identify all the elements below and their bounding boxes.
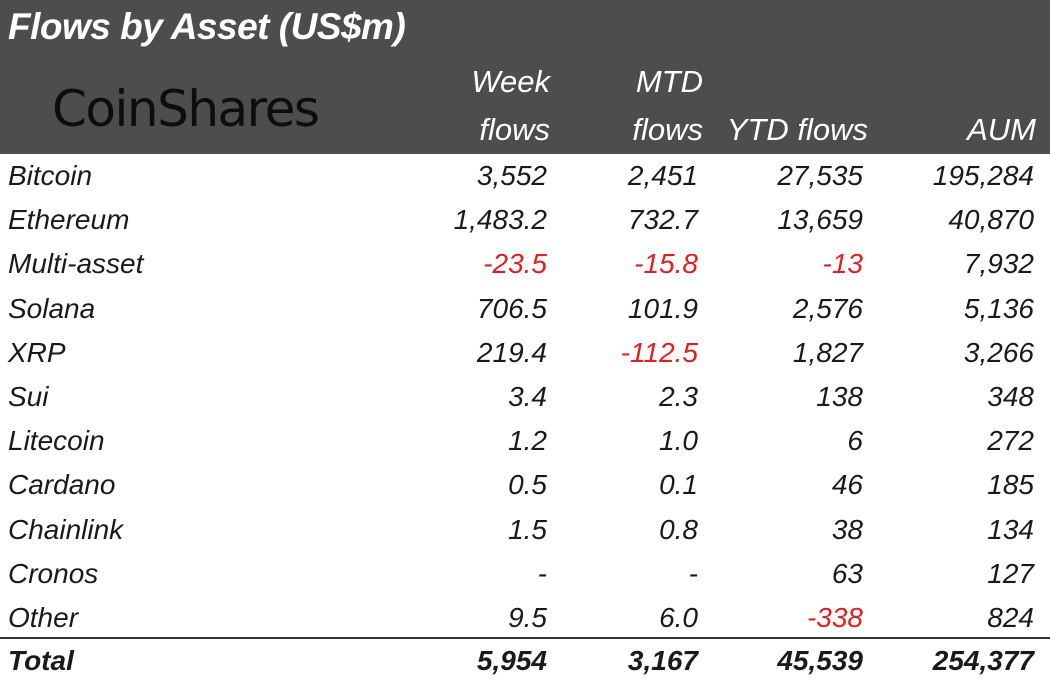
coinshares-logo: CoinShares <box>52 80 320 138</box>
ytd-flows: 1,827 <box>792 336 863 368</box>
col-week-line2: flows <box>479 112 550 147</box>
col-mtd-line1: MTD <box>635 64 703 99</box>
table-row: Litecoin 1.2 1.0 6 272 <box>0 419 1050 463</box>
ytd-flows: 46 <box>831 469 863 501</box>
aum-value: 3,266 <box>963 336 1034 368</box>
mtd-flows: 2.3 <box>659 380 698 412</box>
table-header: Flows by Asset (US$m) CoinShares Week fl… <box>0 0 1050 154</box>
asset-name: Multi-asset <box>8 248 144 280</box>
table-row: Ethereum 1,483.2 732.7 13,659 40,870 <box>0 198 1050 242</box>
aum-value: 127 <box>987 557 1034 589</box>
ytd-flows: 138 <box>816 380 863 412</box>
table-row: Cronos - - 63 127 <box>0 552 1050 596</box>
total-week: 5,954 <box>476 645 547 676</box>
table-row: XRP 219.4 -112.5 1,827 3,266 <box>0 331 1050 375</box>
week-flows: 1,483.2 <box>453 204 547 236</box>
table-row: Solana 706.5 101.9 2,576 5,136 <box>0 287 1050 331</box>
ytd-flows: 27,535 <box>777 160 863 191</box>
total-ytd: 45,539 <box>777 645 863 676</box>
table-title: Flows by Asset (US$m) <box>8 6 406 47</box>
mtd-flows: 101.9 <box>627 292 698 324</box>
ytd-flows: 6 <box>847 425 863 457</box>
aum-value: 40,870 <box>948 204 1034 236</box>
aum-value: 348 <box>987 380 1034 412</box>
week-flows: -23.5 <box>483 248 547 280</box>
ytd-flows: 38 <box>831 513 863 545</box>
col-ytd: YTD flows <box>726 112 868 147</box>
asset-name: Cronos <box>8 557 99 589</box>
mtd-flows: - <box>688 557 698 589</box>
mtd-flows: 0.1 <box>659 469 698 501</box>
asset-name: Ethereum <box>8 204 130 236</box>
week-flows: 0.5 <box>508 469 547 501</box>
week-flows: 3.4 <box>508 380 547 412</box>
aum-value: 7,932 <box>963 248 1034 280</box>
mtd-flows: 6.0 <box>659 601 698 633</box>
week-flows: 1.5 <box>508 513 547 545</box>
mtd-flows: 0.8 <box>659 513 698 545</box>
week-flows: 219.4 <box>476 336 547 368</box>
asset-name: Solana <box>8 292 96 324</box>
week-flows: 9.5 <box>508 601 547 633</box>
ytd-flows: -338 <box>806 601 863 633</box>
week-flows: 706.5 <box>476 292 547 324</box>
week-flows: - <box>537 557 547 589</box>
asset-name: Litecoin <box>8 425 105 457</box>
total-aum: 254,377 <box>932 645 1034 676</box>
aum-value: 272 <box>987 425 1034 457</box>
col-aum: AUM <box>967 112 1036 147</box>
ytd-flows: -13 <box>822 248 863 280</box>
ytd-flows: 2,576 <box>792 292 863 324</box>
mtd-flows: -15.8 <box>634 248 698 280</box>
ytd-flows: 63 <box>831 557 863 589</box>
table-row: Other 9.5 6.0 -338 824 <box>0 596 1050 640</box>
total-divider <box>0 637 1050 639</box>
col-week-line1: Week <box>471 64 550 99</box>
asset-name: Bitcoin <box>8 160 93 191</box>
asset-name: Other <box>8 601 79 633</box>
table-row: Bitcoin 3,552 2,451 27,535 195,284 <box>0 154 1050 198</box>
aum-value: 134 <box>987 513 1034 545</box>
week-flows: 3,552 <box>476 160 547 191</box>
col-mtd-line2: flows <box>632 112 703 147</box>
aum-value: 195,284 <box>932 160 1034 191</box>
mtd-flows: -112.5 <box>620 336 698 368</box>
aum-value: 824 <box>987 601 1034 633</box>
asset-name: XRP <box>8 336 66 368</box>
table-row: Cardano 0.5 0.1 46 185 <box>0 463 1050 507</box>
table-row: Sui 3.4 2.3 138 348 <box>0 375 1050 419</box>
mtd-flows: 732.7 <box>627 204 698 236</box>
total-mtd: 3,167 <box>627 645 698 676</box>
asset-name: Cardano <box>8 469 116 501</box>
aum-value: 185 <box>987 469 1034 501</box>
week-flows: 1.2 <box>508 425 547 457</box>
mtd-flows: 2,451 <box>627 160 698 191</box>
mtd-flows: 1.0 <box>659 425 698 457</box>
asset-name: Sui <box>8 380 49 412</box>
total-label: Total <box>8 645 74 676</box>
total-row: Total 5,954 3,167 45,539 254,377 <box>0 639 1050 683</box>
table-row: Multi-asset -23.5 -15.8 -13 7,932 <box>0 242 1050 286</box>
table-row: Chainlink 1.5 0.8 38 134 <box>0 508 1050 552</box>
aum-value: 5,136 <box>963 292 1034 324</box>
asset-name: Chainlink <box>8 513 124 545</box>
table-body: Bitcoin 3,552 2,451 27,535 195,284 Ethereum 1,… <box>0 154 1050 640</box>
ytd-flows: 13,659 <box>777 204 863 236</box>
